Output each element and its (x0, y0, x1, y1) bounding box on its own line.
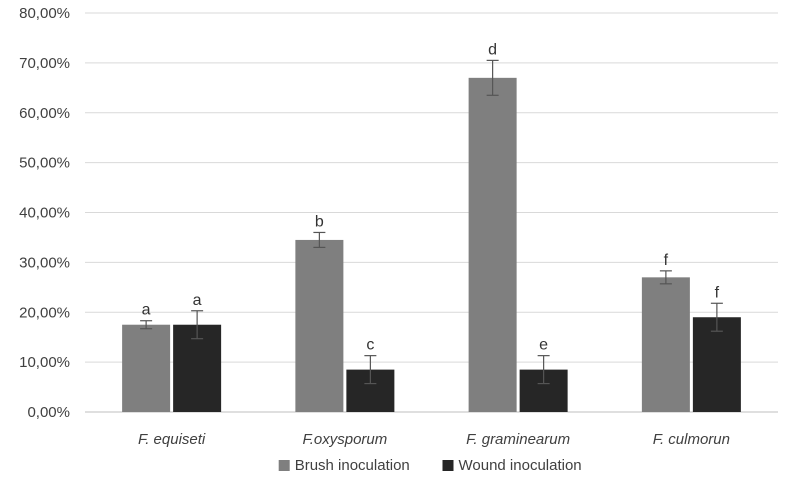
bar (122, 324, 171, 412)
bar (468, 77, 517, 413)
significance-letter: f (715, 284, 720, 301)
y-tick-label: 40,00% (19, 205, 70, 222)
y-tick-label: 30,00% (19, 254, 70, 271)
error-bars (140, 59, 723, 385)
legend-swatch (442, 460, 454, 471)
bar (641, 277, 690, 412)
x-category-label: F. equiseti (138, 431, 206, 448)
bar (692, 317, 741, 412)
significance-letter: e (539, 337, 548, 354)
significance-letter: a (193, 292, 202, 309)
x-category-label: F. graminearum (466, 431, 570, 448)
bar (295, 239, 344, 412)
y-tick-label: 80,00% (19, 5, 70, 22)
legend-swatch (278, 460, 290, 471)
significance-letters: a a b c d e f f (142, 41, 720, 353)
x-category-label: F.oxysporum (302, 431, 387, 448)
y-axis-tick-labels: 0,00% 10,00% 20,00% 30,00% 40,00% 50,00% 60,00… (19, 5, 70, 421)
legend-label: Wound inoculation (459, 457, 582, 474)
y-tick-label: 0,00% (27, 404, 70, 421)
legend-label: Brush inoculation (295, 457, 410, 474)
legend: Brush inoculation Wound inoculation (278, 457, 582, 474)
y-tick-label: 50,00% (19, 155, 70, 172)
significance-letter: c (366, 337, 374, 354)
x-category-label: F. culmorun (653, 431, 730, 448)
y-tick-label: 70,00% (19, 55, 70, 72)
significance-letter: a (142, 302, 151, 319)
bars (122, 77, 741, 413)
significance-letter: b (315, 213, 324, 230)
significance-letter: f (664, 252, 669, 269)
y-tick-label: 20,00% (19, 304, 70, 321)
y-tick-label: 60,00% (19, 105, 70, 122)
x-axis-category-labels: F. equiseti F.oxysporum F. graminearum F. c… (138, 431, 730, 448)
significance-letter: d (488, 41, 497, 58)
y-tick-label: 10,00% (19, 354, 70, 371)
